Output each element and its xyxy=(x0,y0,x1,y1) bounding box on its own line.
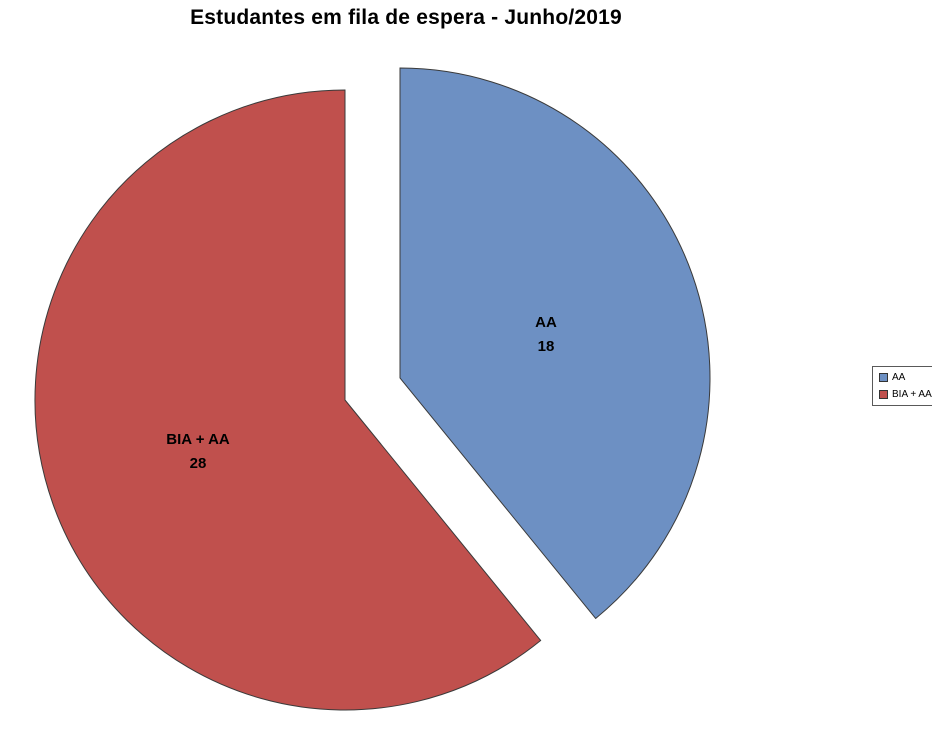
legend-item-aa: AA xyxy=(879,372,932,383)
chart-title: Estudantes em fila de espera - Junho/201… xyxy=(190,6,622,29)
legend-label-aa: AA xyxy=(892,372,906,383)
legend-swatch-bia-aa-icon xyxy=(879,390,888,399)
legend-item-bia-aa: BIA + AA xyxy=(879,389,932,400)
legend-swatch-aa-icon xyxy=(879,373,888,382)
pie-slice-bia-aa xyxy=(34,89,542,711)
legend: AA BIA + AA xyxy=(872,366,932,406)
pie-slice-aa xyxy=(399,67,711,620)
legend-label-bia-aa: BIA + AA xyxy=(892,389,932,400)
